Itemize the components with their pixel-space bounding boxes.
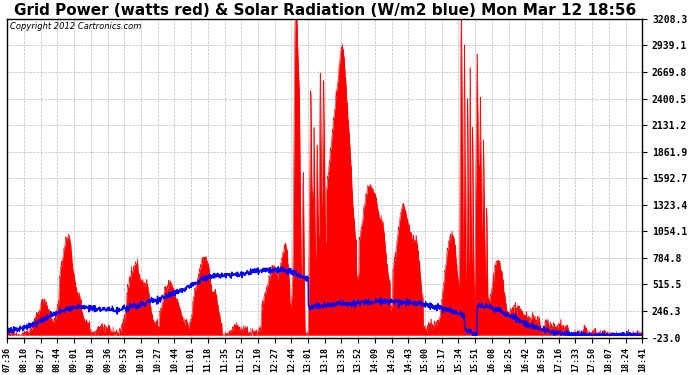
Title: Grid Power (watts red) & Solar Radiation (W/m2 blue) Mon Mar 12 18:56: Grid Power (watts red) & Solar Radiation… — [14, 3, 636, 18]
Text: Copyright 2012 Cartronics.com: Copyright 2012 Cartronics.com — [10, 22, 142, 31]
